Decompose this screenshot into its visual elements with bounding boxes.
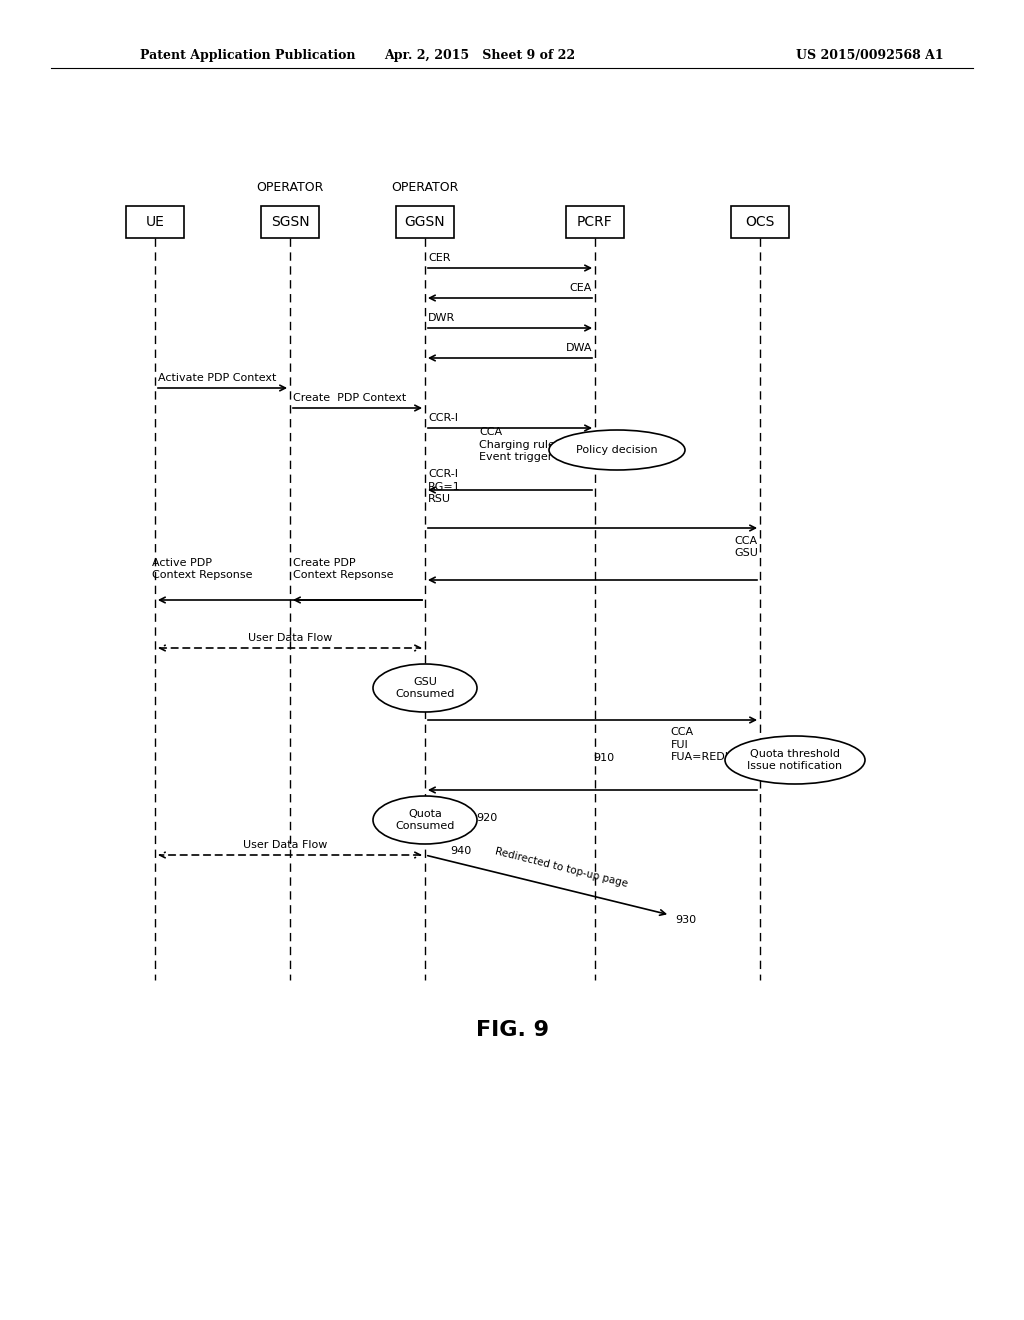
Text: CCA
GSU: CCA GSU	[734, 536, 758, 558]
Text: Policy decision: Policy decision	[577, 445, 657, 455]
Text: CEA: CEA	[569, 282, 592, 293]
Text: 910: 910	[593, 752, 614, 763]
Text: 930: 930	[675, 915, 696, 925]
Text: User Data Flow: User Data Flow	[243, 840, 328, 850]
Text: CCR-I: CCR-I	[428, 413, 458, 422]
Text: CCA
FUI
FUA=REDIRECT: CCA FUI FUA=REDIRECT	[671, 727, 758, 762]
Text: FIG. 9: FIG. 9	[475, 1020, 549, 1040]
Text: Activate PDP Context: Activate PDP Context	[158, 374, 276, 383]
Text: CCA
Charging rule install
Event trigger: CCA Charging rule install Event trigger	[479, 428, 592, 462]
Text: PCRF: PCRF	[578, 215, 613, 228]
Text: User Data Flow: User Data Flow	[248, 634, 332, 643]
Text: 920: 920	[476, 813, 498, 822]
Text: CER: CER	[428, 253, 451, 263]
Text: 940: 940	[450, 846, 471, 855]
Text: DWA: DWA	[565, 343, 592, 352]
Text: Apr. 2, 2015   Sheet 9 of 22: Apr. 2, 2015 Sheet 9 of 22	[384, 49, 575, 62]
Text: US 2015/0092568 A1: US 2015/0092568 A1	[797, 49, 944, 62]
Bar	[261, 206, 319, 238]
Ellipse shape	[373, 664, 477, 711]
Text: Active PDP
Context Repsonse: Active PDP Context Repsonse	[152, 557, 253, 579]
Text: CCR-U
RG=1: CCR-U RG=1	[428, 684, 463, 706]
Text: Create  PDP Context: Create PDP Context	[293, 393, 407, 403]
Text: OPERATOR: OPERATOR	[391, 181, 459, 194]
Text: CCR-I
RG=1
RSU: CCR-I RG=1 RSU	[428, 469, 461, 504]
Text: OPERATOR: OPERATOR	[256, 181, 324, 194]
Ellipse shape	[725, 737, 865, 784]
Bar	[396, 206, 454, 238]
Ellipse shape	[373, 796, 477, 843]
Text: Patent Application Publication: Patent Application Publication	[140, 49, 355, 62]
Bar	[126, 206, 184, 238]
Text: OCS: OCS	[745, 215, 775, 228]
Bar	[566, 206, 624, 238]
Ellipse shape	[549, 430, 685, 470]
Bar	[731, 206, 790, 238]
Text: UE: UE	[145, 215, 165, 228]
Text: Quota threshold
Issue notification: Quota threshold Issue notification	[748, 750, 843, 771]
Text: GSU
Consumed: GSU Consumed	[395, 677, 455, 698]
Text: Redirected to top-up page: Redirected to top-up page	[494, 846, 629, 888]
Text: DWR: DWR	[428, 313, 456, 323]
Text: Create PDP
Context Repsonse: Create PDP Context Repsonse	[293, 557, 393, 579]
Text: SGSN: SGSN	[270, 215, 309, 228]
Text: Quota
Consumed: Quota Consumed	[395, 809, 455, 830]
Text: GGSN: GGSN	[404, 215, 445, 228]
